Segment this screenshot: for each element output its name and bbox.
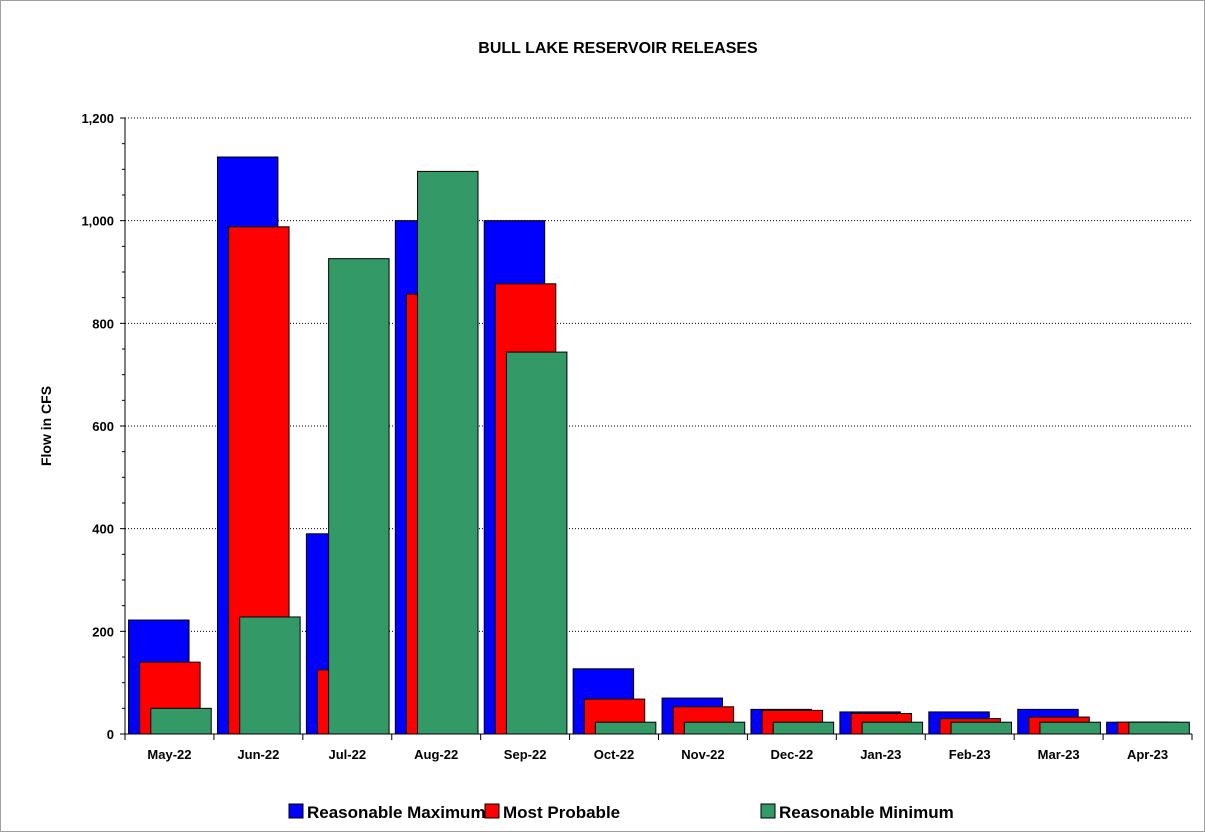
x-tick-label: Aug-22 — [414, 747, 458, 762]
bar-group — [216, 156, 301, 735]
legend-label: Reasonable Minimum — [779, 803, 954, 822]
y-tick-label: 200 — [92, 624, 114, 639]
bar — [950, 721, 1012, 735]
bar-group — [661, 697, 746, 735]
legend-item: Reasonable Minimum — [760, 803, 954, 822]
x-tick-label: Jul-22 — [329, 747, 367, 762]
legend-item: Most Probable — [484, 803, 620, 822]
bar-group — [483, 220, 568, 735]
x-tick-label: Oct-22 — [594, 747, 634, 762]
bar — [772, 721, 835, 735]
bar — [1128, 721, 1190, 735]
legend-swatch — [760, 803, 776, 819]
x-ticks: May-22 Jun-22 Jul-22 Aug-22 Sep-22 Oct-22 Nov-… — [124, 734, 1193, 762]
bar — [417, 170, 479, 735]
y-axis-label: Flow in CFS — [38, 386, 54, 466]
x-tick-label: Nov-22 — [681, 747, 724, 762]
bar — [239, 616, 301, 735]
bar-group — [839, 711, 924, 735]
bar — [328, 258, 390, 735]
y-tick-label: 1,200 — [81, 111, 114, 126]
y-ticks: 0 200 400 600 800 1,000 1,200 — [81, 111, 125, 742]
legend-swatch — [484, 803, 500, 819]
bar-group — [305, 258, 390, 735]
y-tick-label: 400 — [92, 522, 114, 537]
legend-label: Most Probable — [503, 803, 620, 822]
y-tick-label: 600 — [92, 419, 114, 434]
bar — [861, 721, 924, 735]
bar-group — [928, 711, 1012, 735]
bar-group — [394, 170, 479, 735]
bar-group — [1106, 721, 1190, 735]
legend-item: Reasonable Maximum — [288, 803, 486, 822]
y-tick-label: 0 — [107, 727, 114, 742]
x-tick-label: Jun-22 — [237, 747, 279, 762]
x-tick-label: Dec-22 — [771, 747, 814, 762]
bar-group — [750, 708, 835, 735]
bar-group — [572, 668, 657, 735]
legend-swatch — [288, 803, 304, 819]
chart-title: BULL LAKE RESERVOIR RELEASES — [478, 40, 758, 57]
x-tick-label: Sep-22 — [504, 747, 547, 762]
gridlines — [125, 117, 1192, 632]
bar — [150, 707, 212, 735]
bar — [683, 721, 746, 735]
x-tick-label: Feb-23 — [949, 747, 991, 762]
legend-label: Reasonable Maximum — [307, 803, 486, 822]
bar — [505, 351, 568, 735]
y-tick-label: 800 — [92, 316, 114, 331]
bar — [1039, 721, 1101, 735]
x-tick-label: Mar-23 — [1038, 747, 1080, 762]
x-tick-label: Jan-23 — [860, 747, 901, 762]
bar-group — [1017, 708, 1101, 735]
x-tick-label: May-22 — [147, 747, 191, 762]
bars — [128, 156, 1190, 735]
legend: Reasonable Maximum Most Probable Reasonabl… — [288, 803, 954, 822]
x-tick-label: Apr-23 — [1127, 747, 1168, 762]
bar-group — [128, 619, 212, 735]
bar — [594, 721, 657, 735]
y-tick-label: 1,000 — [81, 214, 114, 229]
